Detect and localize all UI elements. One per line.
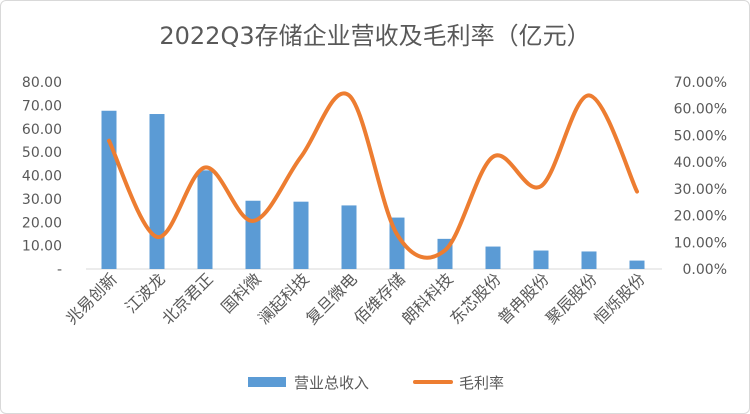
category-label: 普冉股份 [494, 269, 553, 328]
left-tick-label: 80.00 [22, 75, 62, 91]
bar [101, 110, 117, 269]
legend-label-bar: 营业总收入 [294, 374, 369, 392]
bar [485, 246, 501, 269]
category-label: 恒烁股份 [590, 269, 649, 328]
category-label: 复旦微电 [302, 269, 361, 328]
left-tick-label: 10.00 [22, 239, 62, 255]
right-axis-ticks: 0.00% 10.00% 20.00% 30.00% 40.00% 50.00% 60.00… [674, 75, 727, 278]
right-tick-label: 70.00% [674, 75, 727, 91]
bar [533, 250, 549, 269]
left-tick-label: - [57, 262, 62, 278]
chart-title: 2022Q3存储企业营收及毛利率（亿元） [159, 22, 590, 50]
left-axis-ticks: - 10.00 20.00 30.00 40.00 50.00 60.00 70.00 80.0… [22, 75, 62, 278]
category-label: 聚辰股份 [542, 269, 601, 328]
bar [581, 251, 597, 269]
legend-label-line: 毛利率 [459, 374, 504, 392]
legend: 营业总收入 毛利率 [248, 374, 504, 392]
right-tick-label: 20.00% [674, 209, 727, 225]
category-label: 国科微 [217, 269, 264, 316]
line-path [107, 91, 639, 260]
category-label: 朗科科技 [398, 269, 457, 328]
bar [629, 260, 645, 269]
legend-swatch-bar [248, 377, 286, 387]
bar-series [101, 110, 645, 270]
left-tick-label: 40.00 [22, 169, 62, 185]
left-tick-label: 70.00 [22, 98, 62, 114]
right-tick-label: 10.00% [674, 235, 727, 251]
line-series [107, 91, 639, 260]
category-label: 东芯股份 [446, 269, 505, 328]
right-tick-label: 50.00% [674, 128, 727, 144]
category-label: 佰维存储 [350, 269, 409, 328]
left-tick-label: 20.00 [22, 215, 62, 231]
category-label: 澜起科技 [254, 269, 313, 328]
bar [245, 200, 261, 269]
category-label: 北京君正 [158, 269, 217, 328]
category-label: 江波龙 [121, 269, 168, 316]
bar [341, 205, 357, 269]
right-tick-label: 30.00% [674, 182, 727, 198]
bar [149, 114, 165, 270]
right-tick-label: 0.00% [683, 262, 727, 278]
category-label: 兆易创新 [62, 269, 121, 328]
left-tick-label: 50.00 [22, 145, 62, 161]
bar [293, 201, 309, 269]
left-tick-label: 30.00 [22, 192, 62, 208]
right-tick-label: 40.00% [674, 155, 727, 171]
bar [197, 170, 213, 269]
left-tick-label: 60.00 [22, 122, 62, 138]
right-tick-label: 60.00% [674, 102, 727, 118]
